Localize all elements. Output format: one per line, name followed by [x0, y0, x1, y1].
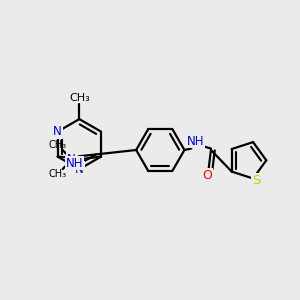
Text: O: O: [202, 169, 212, 182]
Text: S: S: [252, 174, 261, 188]
Text: CH₃: CH₃: [49, 169, 67, 179]
Text: N: N: [67, 153, 76, 166]
Text: NH: NH: [187, 135, 204, 148]
Text: N: N: [75, 163, 84, 176]
Text: CH₃: CH₃: [69, 94, 90, 103]
Text: N: N: [53, 125, 62, 138]
Text: NH: NH: [66, 157, 83, 170]
Text: CH₃: CH₃: [49, 140, 67, 150]
